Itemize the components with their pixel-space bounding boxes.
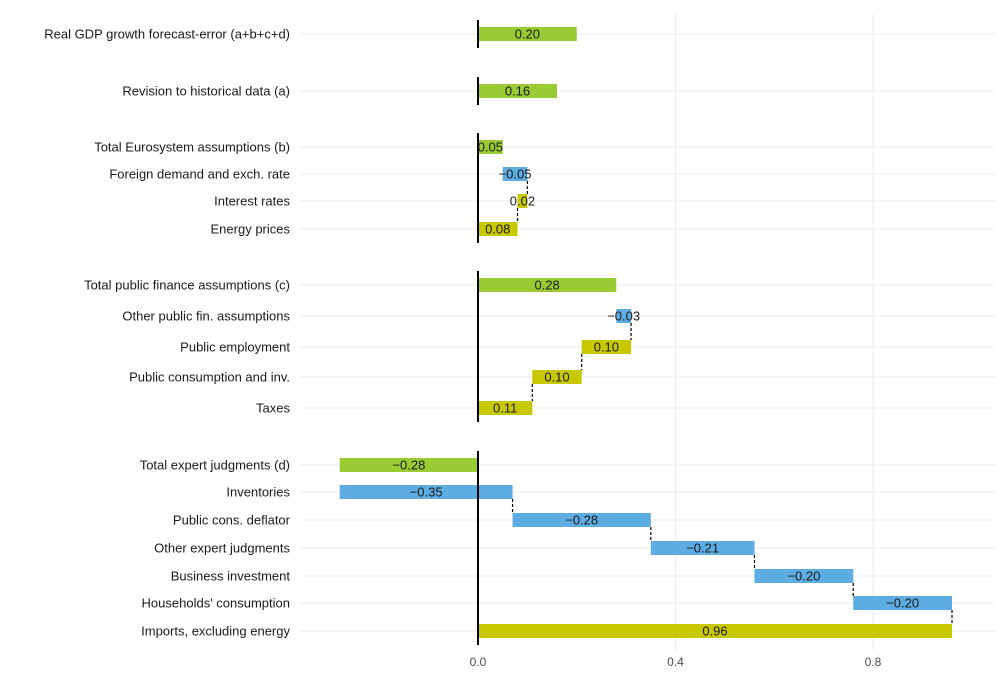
- bar: [478, 140, 503, 154]
- bar: [478, 222, 518, 236]
- category-label: Public cons. deflator: [173, 513, 291, 528]
- value-label: −0.21: [686, 541, 719, 556]
- value-label: 0.11: [493, 401, 517, 416]
- value-label: 0.10: [594, 340, 619, 355]
- value-label: 0.02: [510, 194, 535, 209]
- bar: [478, 278, 617, 292]
- category-label: Revision to historical data (a): [122, 84, 290, 99]
- bar-layer: [339, 27, 952, 638]
- category-label: Households' consumption: [142, 596, 290, 611]
- value-label: −0.28: [392, 458, 425, 473]
- bar: [478, 401, 533, 415]
- bar: [532, 370, 582, 384]
- bar: [517, 194, 528, 208]
- value-label: 0.20: [515, 27, 540, 42]
- x-tick-layer: 0.0 0.4 0.8: [470, 655, 882, 669]
- value-label: 0.16: [505, 84, 530, 99]
- value-label: −0.35: [410, 485, 443, 500]
- bar: [616, 309, 632, 323]
- bar: [339, 458, 478, 472]
- value-label: 0.08: [485, 222, 510, 237]
- bar: [754, 569, 854, 583]
- value-label: 0.05: [478, 140, 503, 155]
- x-tick-label: 0.4: [667, 655, 684, 669]
- value-label: 0.10: [544, 370, 569, 385]
- category-label: Other expert judgments: [154, 541, 290, 556]
- value-label: −0.20: [787, 569, 820, 584]
- value-label: 0.28: [534, 278, 559, 293]
- category-label: Taxes: [256, 401, 290, 416]
- category-label: Public employment: [180, 340, 290, 355]
- category-label: Total Eurosystem assumptions (b): [94, 140, 290, 155]
- grid-layer: [300, 14, 995, 650]
- category-label: Business investment: [171, 569, 291, 584]
- category-label: Energy prices: [211, 222, 291, 237]
- category-label: Public consumption and inv.: [129, 370, 290, 385]
- category-label: Other public fin. assumptions: [122, 309, 290, 324]
- category-label-layer: Real GDP growth forecast-error (a+b+c+d)…: [44, 27, 290, 639]
- bar: [581, 340, 632, 354]
- category-label: Total expert judgments (d): [140, 458, 290, 473]
- bar: [478, 27, 577, 41]
- bar: [650, 541, 755, 555]
- bar: [853, 596, 952, 610]
- bar: [478, 84, 557, 98]
- category-label: Foreign demand and exch. rate: [109, 167, 290, 182]
- bar: [502, 167, 528, 181]
- bar: [512, 513, 651, 527]
- category-label: Real GDP growth forecast-error (a+b+c+d): [44, 27, 290, 42]
- value-label: 0.96: [702, 624, 727, 639]
- value-label: −0.05: [499, 167, 532, 182]
- bar: [478, 624, 952, 638]
- bar: [339, 485, 513, 499]
- category-label: Imports, excluding energy: [141, 624, 290, 639]
- value-label-layer: 0.20 0.16 0.05 −0.05 0.020.08 0.28 −0.03 0.10 0.…: [392, 27, 919, 639]
- value-label: −0.03: [607, 309, 640, 324]
- x-tick-label: 0.8: [865, 655, 882, 669]
- x-tick-label: 0.0: [470, 655, 487, 669]
- value-label: −0.28: [565, 513, 598, 528]
- value-label: −0.20: [886, 596, 919, 611]
- category-label: Total public finance assumptions (c): [84, 278, 290, 293]
- category-label: Interest rates: [214, 194, 290, 209]
- category-label: Inventories: [226, 485, 290, 500]
